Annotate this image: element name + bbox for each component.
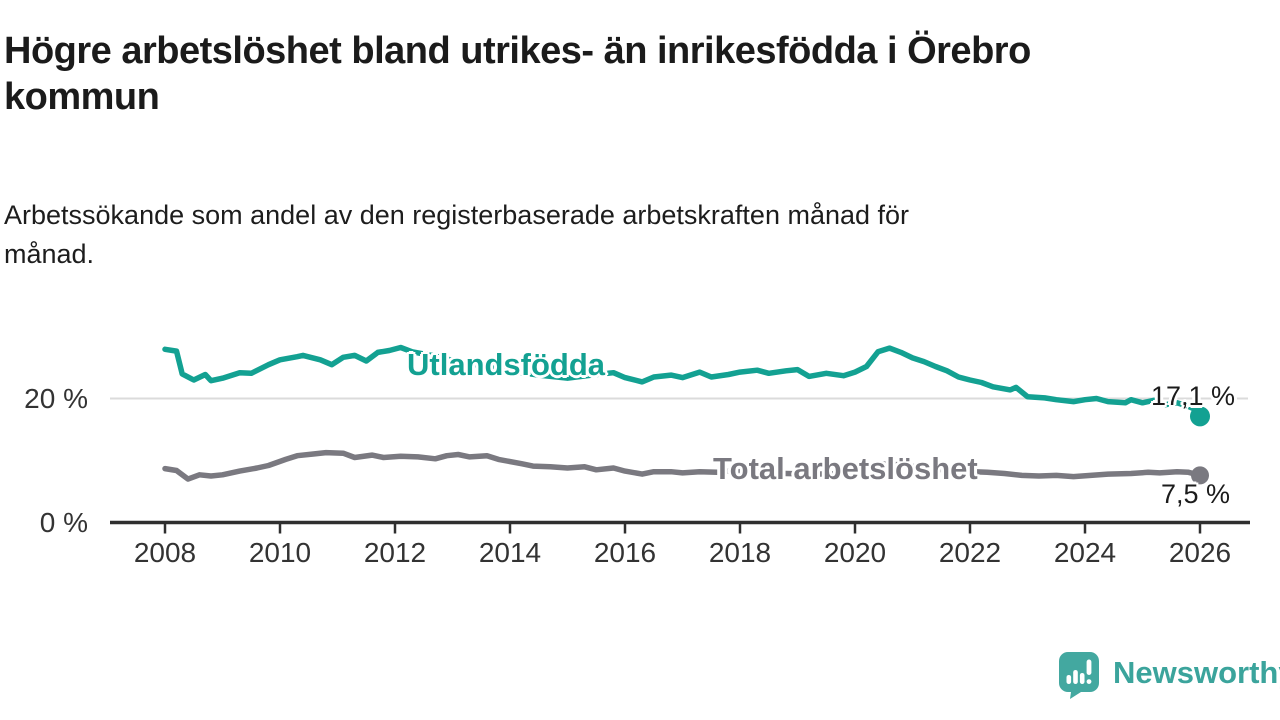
end-dot-utlandsf-dda [1190,406,1210,427]
line-total-arbetsl-shet [162,449,1203,482]
end-value-label-total: 7,5 % [1160,479,1230,509]
title-line-1: Högre arbetslöshet bland utrikes- än inr… [4,30,1031,72]
x-axis-tick-label-2022: 2022 [938,537,1002,568]
x-axis-tick-label-2020: 2020 [823,537,887,568]
newsworthy-logo: Newsworthy [1059,652,1280,699]
x-axis-tick-label-2012: 2012 [363,537,427,568]
chart-subtitle: Arbetssökande som andel av den registerb… [4,196,1204,274]
end-dot-total-arbetsl-shet [1191,466,1209,485]
x-axis-tick-label-2024: 2024 [1053,537,1117,568]
series-label-utlandsfodda: Utlandsfödda [407,347,606,382]
subtitle-line-1: Arbetssökande som andel av den registerb… [4,200,910,230]
title-line-2: kommun [4,76,160,118]
x-axis-tick-label-2008: 2008 [133,537,197,568]
x-axis-tick-label-2014: 2014 [478,537,542,568]
x-axis-tick-label-2016: 2016 [593,537,657,568]
series-label-total-arbetsloshet: Total arbetslöshet [713,451,978,486]
x-axis-tick-label-2010: 2010 [248,537,312,568]
y-axis-label-20: 20 % [24,383,88,414]
y-axis-label-0: 0 % [39,507,88,538]
subtitle-line-2: månad. [4,239,95,269]
page-title: Högre arbetslöshet bland utrikes- än inr… [4,28,1239,120]
newsworthy-speech-bubble-bar-chart-icon [1059,652,1099,699]
line-utlandsf-dda [162,344,1203,420]
x-axis-tick-label-2026: 2026 [1168,537,1232,568]
newsworthy-logo-text: Newsworthy [1113,655,1280,690]
x-axis-tick-label-2018: 2018 [708,537,772,568]
end-value-label-utlandsfodda: 17,1 % [1150,381,1235,411]
